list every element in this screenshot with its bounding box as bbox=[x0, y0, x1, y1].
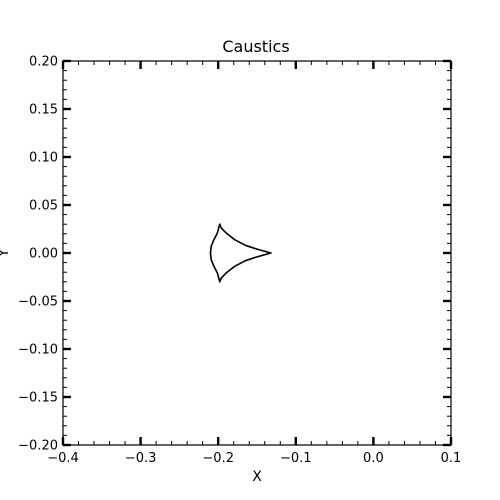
caustic-curve bbox=[209, 223, 272, 283]
y-tick-label: −0.10 bbox=[18, 343, 58, 358]
x-tick-label: −0.2 bbox=[202, 451, 234, 466]
chart-title: Caustics bbox=[222, 37, 289, 56]
y-tick-label: 0.20 bbox=[29, 55, 58, 70]
x-axis-label: X bbox=[252, 469, 262, 485]
x-tick-label: −0.4 bbox=[47, 451, 79, 466]
y-tick-label: 0.15 bbox=[29, 103, 58, 118]
y-axis-label: Y bbox=[0, 248, 12, 258]
y-tick-label: −0.20 bbox=[18, 439, 58, 454]
x-tick-label: −0.3 bbox=[125, 451, 157, 466]
y-tick-label: 0.05 bbox=[29, 199, 58, 214]
plot-frame bbox=[62, 60, 452, 446]
x-tick-label: 0.0 bbox=[363, 451, 384, 466]
y-tick-label: −0.05 bbox=[18, 295, 58, 310]
y-tick-label: 0.00 bbox=[29, 247, 58, 262]
x-tick-label: 0.1 bbox=[441, 451, 462, 466]
x-tick-label: −0.1 bbox=[280, 451, 312, 466]
y-tick-label: −0.15 bbox=[18, 391, 58, 406]
y-tick-label: 0.10 bbox=[29, 151, 58, 166]
